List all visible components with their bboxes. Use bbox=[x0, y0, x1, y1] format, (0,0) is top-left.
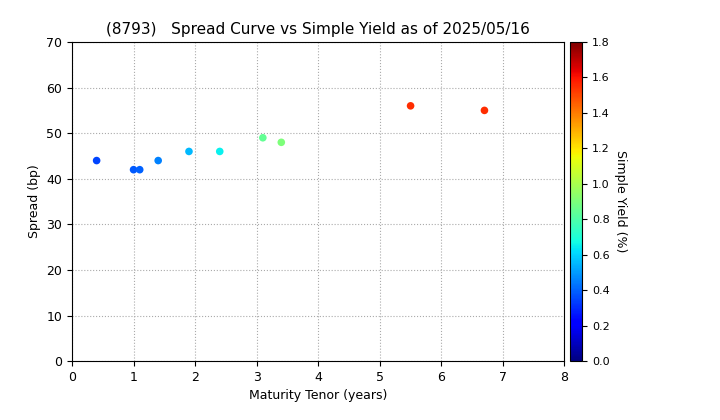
Point bbox=[214, 148, 225, 155]
Point bbox=[91, 157, 102, 164]
Point bbox=[405, 102, 416, 109]
Point bbox=[479, 107, 490, 114]
Y-axis label: Simple Yield (%): Simple Yield (%) bbox=[613, 150, 626, 253]
X-axis label: Maturity Tenor (years): Maturity Tenor (years) bbox=[249, 389, 387, 402]
Title: (8793)   Spread Curve vs Simple Yield as of 2025/05/16: (8793) Spread Curve vs Simple Yield as o… bbox=[107, 22, 530, 37]
Y-axis label: Spread (bp): Spread (bp) bbox=[28, 165, 41, 239]
Point bbox=[153, 157, 164, 164]
Point bbox=[183, 148, 194, 155]
Point bbox=[134, 166, 145, 173]
Point bbox=[257, 134, 269, 141]
Point bbox=[128, 166, 140, 173]
Point bbox=[276, 139, 287, 146]
